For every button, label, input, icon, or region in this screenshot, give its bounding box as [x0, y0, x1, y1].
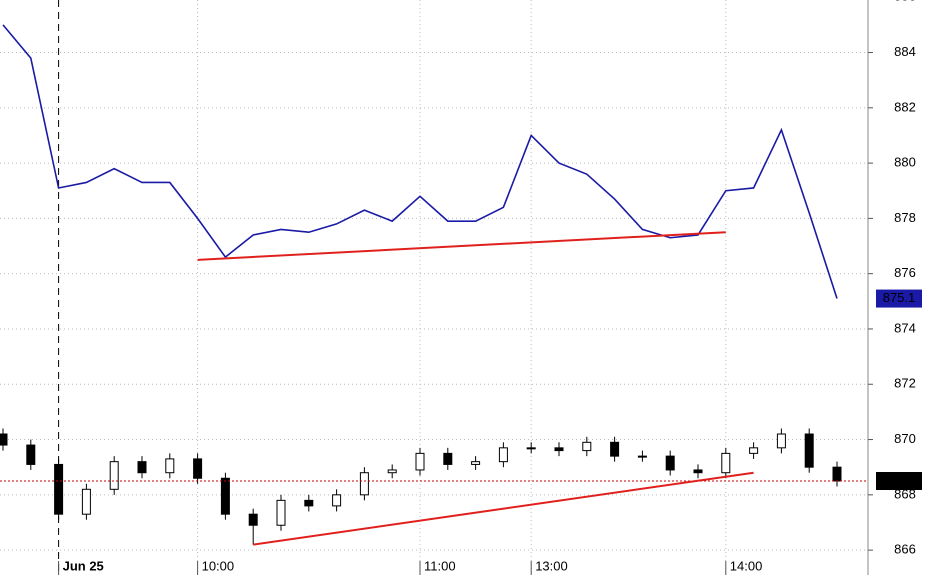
candle-body	[387, 469, 397, 474]
x-tick-label: 10:00	[202, 558, 235, 573]
candle-body	[749, 447, 759, 454]
candle-body	[471, 461, 481, 465]
candle-body	[332, 494, 342, 507]
y-tick-label: 884	[894, 44, 916, 59]
candle-body	[804, 433, 814, 468]
trendline	[253, 471, 754, 546]
candle-body	[0, 433, 8, 446]
last-price-label: 868.5	[883, 472, 916, 487]
candle-body	[220, 477, 230, 515]
candle-body	[304, 499, 314, 507]
candle-body	[776, 433, 786, 449]
y-tick-label: 882	[894, 99, 916, 114]
x-tick-label: Jun 25	[63, 558, 104, 573]
candle-body	[554, 447, 564, 452]
y-tick-label: 868	[894, 486, 916, 501]
candle-body	[137, 461, 147, 474]
last-price-box	[876, 472, 922, 491]
candle-body	[276, 499, 286, 526]
candle-body	[415, 452, 425, 471]
candle-body	[665, 455, 675, 471]
last-price-label: 875.1	[883, 290, 916, 305]
x-tick-label: 13:00	[535, 558, 568, 573]
candle-body	[81, 488, 91, 515]
candle-body	[193, 458, 203, 479]
candle-body	[248, 513, 258, 526]
x-tick-label: 14:00	[730, 558, 763, 573]
y-tick-label: 870	[894, 431, 916, 446]
candle-body	[165, 458, 175, 474]
x-tick-label: 11:00	[424, 558, 456, 573]
candle-body	[526, 447, 536, 450]
candle-body	[109, 461, 119, 490]
candle-body	[26, 444, 36, 465]
candle-body	[498, 447, 508, 463]
price-line	[2, 24, 838, 299]
candle-body	[832, 466, 842, 482]
candle-body	[359, 472, 369, 496]
y-tick-label: 878	[894, 210, 916, 225]
candle-body	[721, 452, 731, 474]
y-tick-label: 880	[894, 155, 916, 170]
candle-body	[637, 455, 647, 458]
y-tick-label: 872	[894, 376, 916, 391]
candle-body	[443, 452, 453, 465]
y-tick-label: 874	[894, 320, 916, 335]
y-tick-label: 866	[894, 542, 916, 557]
candle-body	[610, 441, 620, 457]
y-tick-label: 886	[894, 0, 916, 4]
trendline	[197, 231, 726, 261]
candle-body	[693, 469, 703, 474]
candle-body	[582, 441, 592, 452]
y-tick-label: 876	[894, 265, 916, 280]
candle-body	[54, 463, 64, 515]
last-price-box	[876, 289, 922, 308]
